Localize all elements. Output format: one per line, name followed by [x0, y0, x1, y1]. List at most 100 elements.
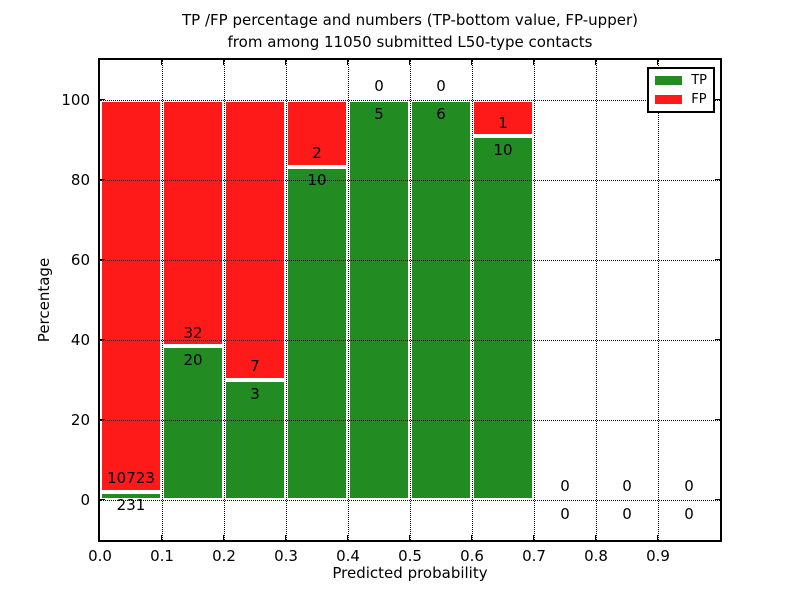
tp-count-label: 0	[622, 504, 632, 523]
x-tick-mark-bottom	[533, 535, 534, 540]
x-tick-mark-top	[533, 60, 534, 65]
legend-label-fp: FP	[691, 92, 707, 107]
x-tick-label: 0.3	[274, 547, 298, 565]
x-tick-mark-top	[99, 60, 100, 65]
y-tick-mark-left	[100, 499, 105, 500]
y-tick-mark-left	[100, 419, 105, 420]
y-tick-label: 60	[70, 251, 90, 269]
tp-count-label: 0	[560, 504, 570, 523]
tp-count-label: 10	[307, 171, 327, 190]
y-axis-label-wrap: Percentage	[26, 60, 62, 540]
fp-count-label: 0	[374, 77, 384, 96]
fp-count-label: 2	[312, 144, 322, 163]
legend-row-fp: FP	[655, 93, 707, 106]
bar-tp	[348, 100, 410, 500]
y-tick-label: 100	[61, 91, 90, 109]
y-tick-mark-left	[100, 99, 105, 100]
bar-fp	[224, 100, 286, 380]
fp-count-label: 0	[622, 477, 632, 496]
tp-count-label: 10	[493, 140, 513, 159]
x-tick-mark-top	[347, 60, 348, 65]
tp-count-label: 231	[116, 496, 146, 515]
x-tick-mark-top	[223, 60, 224, 65]
grid-line-vertical	[224, 60, 225, 540]
fp-count-label: 10723	[107, 468, 155, 487]
grid-line-vertical	[410, 60, 411, 540]
fp-count-label: 1	[498, 113, 508, 132]
x-tick-label: 0.0	[88, 547, 112, 565]
y-tick-mark-right	[715, 259, 720, 260]
grid-line-vertical	[472, 60, 473, 540]
x-tick-mark-top	[285, 60, 286, 65]
fp-count-label: 0	[560, 477, 570, 496]
bar-tp	[410, 100, 472, 500]
bar-tp	[472, 136, 534, 500]
y-tick-mark-right	[715, 419, 720, 420]
legend-label-tp: TP	[691, 73, 707, 88]
x-tick-label: 0.5	[398, 547, 422, 565]
y-tick-mark-left	[100, 179, 105, 180]
legend-row-tp: TP	[655, 74, 707, 87]
grid-line-vertical	[286, 60, 287, 540]
fp-count-label: 32	[183, 323, 203, 342]
x-tick-mark-bottom	[223, 535, 224, 540]
grid-line-vertical	[162, 60, 163, 540]
x-tick-mark-bottom	[595, 535, 596, 540]
y-tick-label: 80	[70, 171, 90, 189]
chart-title: TP /FP percentage and numbers (TP-bottom…	[182, 11, 638, 51]
x-tick-mark-bottom	[471, 535, 472, 540]
bar-tp	[286, 166, 348, 500]
grid-line-vertical	[596, 60, 597, 540]
fp-count-label: 0	[684, 477, 694, 496]
x-tick-mark-top	[409, 60, 410, 65]
x-tick-label: 0.9	[646, 547, 670, 565]
x-tick-mark-bottom	[99, 535, 100, 540]
x-tick-mark-bottom	[285, 535, 286, 540]
x-tick-label: 0.6	[460, 547, 484, 565]
x-axis-label: Predicted probability	[332, 564, 488, 582]
x-tick-label: 0.2	[212, 547, 236, 565]
y-tick-mark-right	[715, 339, 720, 340]
bar-fp	[162, 100, 224, 347]
y-tick-mark-left	[100, 259, 105, 260]
legend: TP FP	[647, 67, 715, 113]
x-tick-mark-top	[471, 60, 472, 65]
x-tick-mark-top	[595, 60, 596, 65]
y-tick-mark-right	[715, 499, 720, 500]
bar-tp	[224, 380, 286, 500]
x-tick-label: 0.8	[584, 547, 608, 565]
tp-swatch-icon	[655, 76, 683, 85]
x-tick-label: 0.7	[522, 547, 546, 565]
y-tick-label: 40	[70, 331, 90, 349]
fp-count-label: 7	[250, 357, 260, 376]
y-tick-mark-left	[100, 339, 105, 340]
x-tick-mark-top	[657, 60, 658, 65]
y-axis-label: Percentage	[35, 257, 54, 343]
bar-fp	[100, 100, 162, 492]
bar-fp	[286, 100, 348, 167]
x-tick-mark-bottom	[409, 535, 410, 540]
bar-tp	[100, 491, 162, 500]
y-tick-label: 20	[70, 411, 90, 429]
x-tick-label: 0.4	[336, 547, 360, 565]
y-tick-label: 0	[80, 491, 90, 509]
fp-swatch-icon	[655, 95, 683, 104]
fp-count-label: 0	[436, 77, 446, 96]
tp-count-label: 3	[250, 384, 260, 403]
x-tick-mark-top	[161, 60, 162, 65]
x-tick-label: 0.1	[150, 547, 174, 565]
tp-count-label: 0	[684, 504, 694, 523]
x-tick-mark-bottom	[347, 535, 348, 540]
y-tick-mark-right	[715, 179, 720, 180]
y-tick-mark-right	[715, 99, 720, 100]
grid-line-vertical	[658, 60, 659, 540]
tp-count-label: 20	[183, 350, 203, 369]
grid-line-vertical	[534, 60, 535, 540]
x-tick-mark-bottom	[161, 535, 162, 540]
bar-fp	[472, 100, 534, 137]
x-tick-mark-bottom	[657, 535, 658, 540]
plot-area: TP FP 10723 231 32 20 7 3 2 10 0 5 0 6 1 10 0 0 0 0 0 0	[98, 58, 722, 542]
bar-tp	[162, 346, 224, 500]
tp-count-label: 6	[436, 104, 446, 123]
